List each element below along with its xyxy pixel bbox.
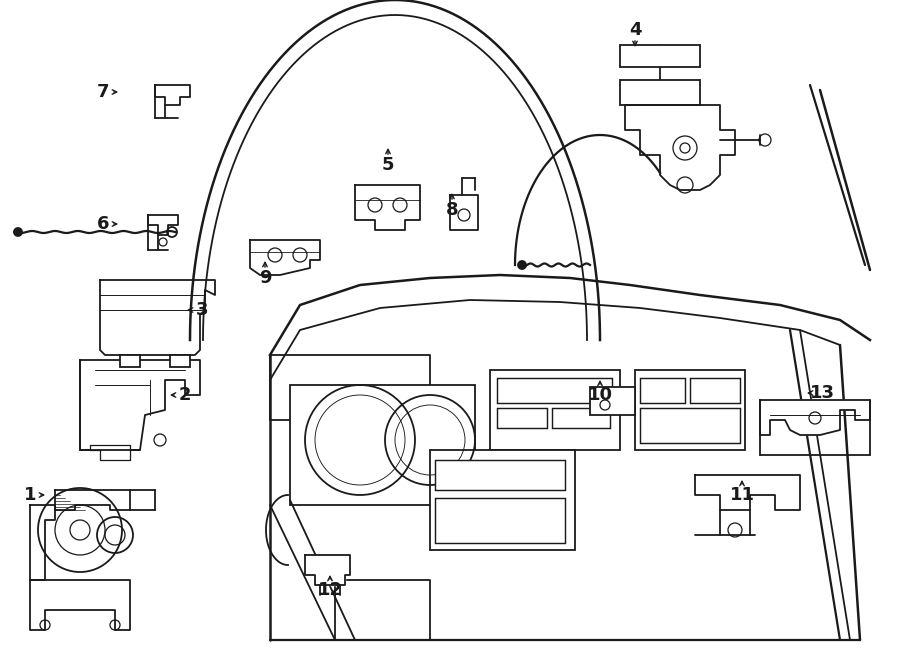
Text: 9: 9	[259, 269, 271, 287]
Polygon shape	[55, 490, 130, 510]
Polygon shape	[100, 280, 215, 355]
Bar	[690, 378, 740, 403]
Bar	[435, 460, 565, 490]
Text: 2: 2	[179, 386, 191, 404]
Bar	[590, 387, 635, 415]
Bar	[497, 378, 612, 403]
Polygon shape	[355, 185, 420, 230]
Text: 6: 6	[97, 215, 109, 233]
Polygon shape	[148, 215, 178, 235]
Text: 12: 12	[318, 581, 343, 599]
Bar	[620, 45, 700, 67]
Bar	[497, 408, 547, 428]
Polygon shape	[155, 85, 190, 105]
Text: 5: 5	[382, 156, 394, 174]
Polygon shape	[30, 580, 130, 630]
Bar	[635, 370, 745, 450]
Polygon shape	[30, 505, 55, 580]
Text: 3: 3	[196, 301, 208, 319]
Polygon shape	[625, 105, 735, 190]
Circle shape	[14, 228, 22, 236]
Bar	[430, 450, 575, 550]
Text: 4: 4	[629, 21, 641, 39]
Text: 7: 7	[97, 83, 109, 101]
Polygon shape	[90, 445, 130, 460]
Bar	[490, 370, 620, 450]
Bar	[290, 385, 475, 505]
Circle shape	[518, 261, 526, 269]
Polygon shape	[760, 400, 870, 435]
Bar	[170, 355, 190, 367]
Polygon shape	[250, 240, 320, 275]
Bar	[620, 80, 700, 105]
Polygon shape	[695, 475, 800, 510]
Bar	[552, 408, 610, 428]
Bar	[435, 498, 565, 543]
Polygon shape	[305, 555, 350, 585]
Text: 1: 1	[23, 486, 36, 504]
Text: 13: 13	[809, 384, 834, 402]
Text: 10: 10	[588, 386, 613, 404]
Bar	[120, 355, 140, 367]
Bar	[640, 378, 685, 403]
Text: 11: 11	[730, 486, 754, 504]
Text: 8: 8	[446, 201, 458, 219]
Polygon shape	[80, 360, 200, 450]
Polygon shape	[450, 195, 478, 230]
Bar	[640, 408, 740, 443]
